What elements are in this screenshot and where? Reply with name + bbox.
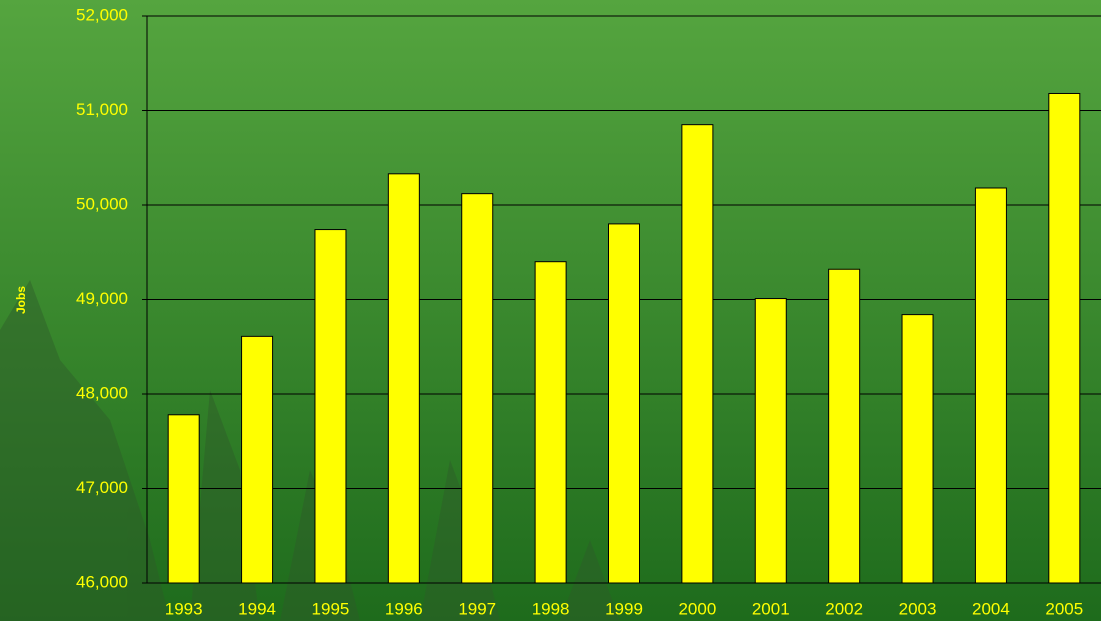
y-tick-label: 50,000 (76, 194, 128, 213)
bar (241, 335, 274, 584)
bar (754, 298, 787, 584)
x-tick-label: 2005 (1045, 599, 1083, 618)
x-tick-label: 2004 (972, 599, 1010, 618)
x-tick-label: 1998 (532, 599, 570, 618)
bar (974, 187, 1007, 584)
y-tick-label: 47,000 (76, 478, 128, 497)
y-tick-label: 49,000 (76, 289, 128, 308)
x-tick-label: 2000 (678, 599, 716, 618)
bar (901, 314, 934, 584)
bar (461, 193, 494, 584)
bar (314, 229, 347, 584)
y-tick-label: 51,000 (76, 100, 128, 119)
y-axis-label: Jobs (14, 286, 28, 314)
x-tick-label: 1996 (385, 599, 423, 618)
x-tick-label: 1994 (238, 599, 276, 618)
x-tick-label: 2003 (899, 599, 937, 618)
x-tick-label: 1993 (165, 599, 203, 618)
bar (167, 414, 200, 584)
bar (828, 268, 861, 584)
bar (534, 261, 567, 584)
bar (1048, 92, 1081, 584)
y-tick-label: 48,000 (76, 383, 128, 402)
x-tick-label: 1997 (458, 599, 496, 618)
x-tick-label: 2001 (752, 599, 790, 618)
bar (387, 173, 420, 584)
x-tick-label: 1995 (312, 599, 350, 618)
x-tick-label: 1999 (605, 599, 643, 618)
bar (681, 124, 714, 584)
x-tick-label: 2002 (825, 599, 863, 618)
y-tick-label: 52,000 (76, 5, 128, 24)
bar (608, 223, 640, 584)
y-tick-label: 46,000 (76, 572, 128, 591)
